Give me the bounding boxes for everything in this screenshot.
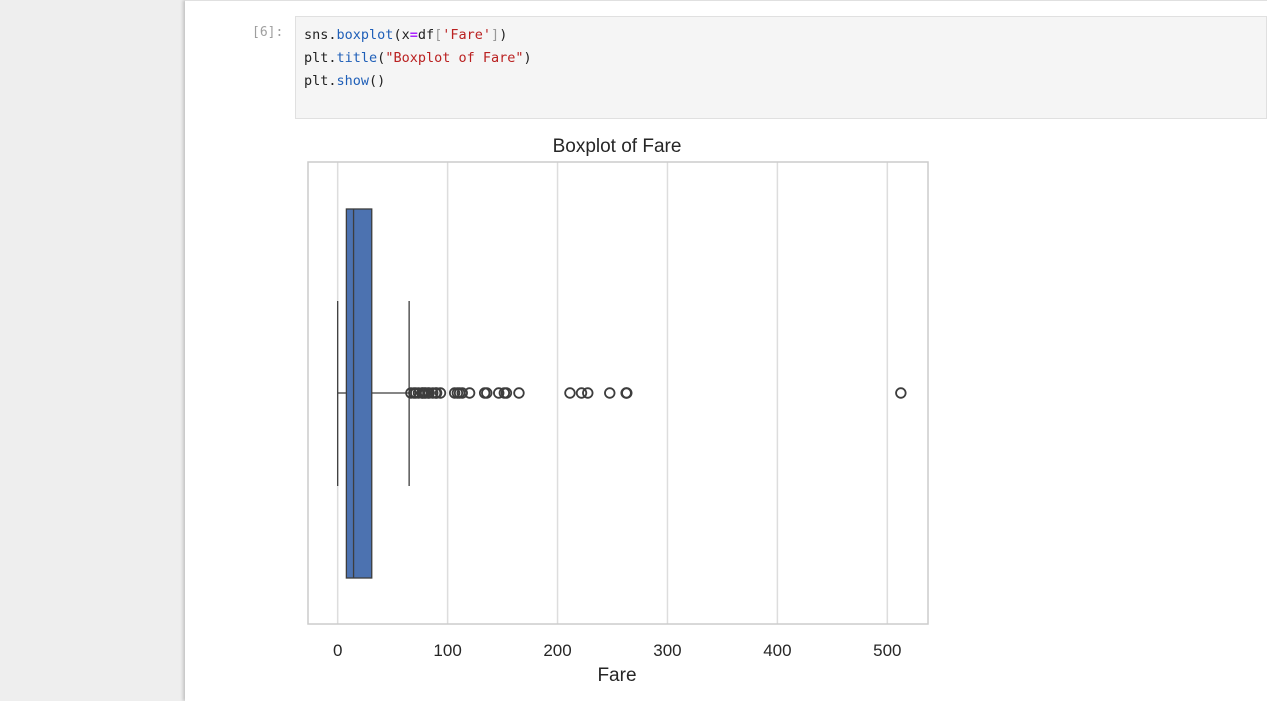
- code-editor[interactable]: sns.boxplot(x=df['Fare']) plt.title("Boxp…: [304, 24, 532, 93]
- code-token: show: [336, 73, 370, 89]
- outlier-point: [621, 387, 633, 399]
- outlier-point: [481, 387, 493, 399]
- code-token: x: [401, 27, 410, 43]
- chart-title: Boxplot of Fare: [553, 136, 682, 157]
- code-token: plt: [304, 50, 329, 66]
- outlier-point: [575, 387, 588, 399]
- outlier-point: [564, 387, 576, 399]
- code-token: ): [523, 50, 532, 66]
- outlier-point: [604, 387, 616, 399]
- code-token: (): [369, 73, 386, 89]
- code-token: title: [336, 50, 378, 66]
- x-tick-label: 500: [873, 641, 901, 660]
- x-tick-label: 100: [433, 641, 461, 660]
- code-token: .: [328, 50, 337, 66]
- outlier-point: [582, 387, 594, 399]
- outlier-point: [500, 387, 513, 399]
- x-tick-label: 400: [763, 641, 791, 660]
- outlier-point: [463, 387, 476, 399]
- outlier-point: [430, 387, 443, 399]
- x-tick-label: 300: [653, 641, 681, 660]
- code-token: "Boxplot of Fare": [385, 50, 524, 66]
- plot-frame: [307, 161, 929, 625]
- outlier-point: [513, 387, 525, 399]
- code-token: .: [328, 73, 337, 89]
- cell-prompt: [6]:: [252, 25, 284, 40]
- code-token: 'Fare': [442, 27, 492, 43]
- outlier-point: [423, 387, 435, 399]
- x-axis-label: Fare: [597, 665, 636, 686]
- code-token: =: [409, 27, 418, 43]
- x-tick-label: 0: [333, 641, 342, 660]
- outlier-point: [434, 387, 447, 399]
- code-token: sns: [304, 27, 329, 43]
- outlier-point: [456, 387, 468, 399]
- code-line: plt.title("Boxplot of Fare"): [304, 47, 532, 70]
- code-token: .: [328, 27, 337, 43]
- code-token: boxplot: [336, 27, 394, 43]
- code-token: (: [377, 50, 386, 66]
- code-token: ]: [491, 27, 500, 43]
- outlier-point: [493, 387, 505, 399]
- outlier-point: [895, 387, 907, 399]
- code-cell-input[interactable]: sns.boxplot(x=df['Fare']) plt.title("Boxp…: [295, 16, 1267, 119]
- code-line: plt.show(): [304, 70, 532, 93]
- boxplot-chart: Boxplot of Fare 0 100 200 300 400 500 Fare: [307, 136, 929, 686]
- code-token: (: [393, 27, 402, 43]
- code-token: ): [499, 27, 508, 43]
- code-token: df: [417, 27, 435, 43]
- code-line: sns.boxplot(x=df['Fare']): [304, 24, 532, 47]
- code-token: plt: [304, 73, 329, 89]
- cell-output: Boxplot of Fare 0 100 200 300 400 500 Fare: [295, 125, 945, 695]
- x-tick-label: 200: [543, 641, 571, 660]
- iqr-box: [345, 208, 373, 579]
- code-token: [: [434, 27, 443, 43]
